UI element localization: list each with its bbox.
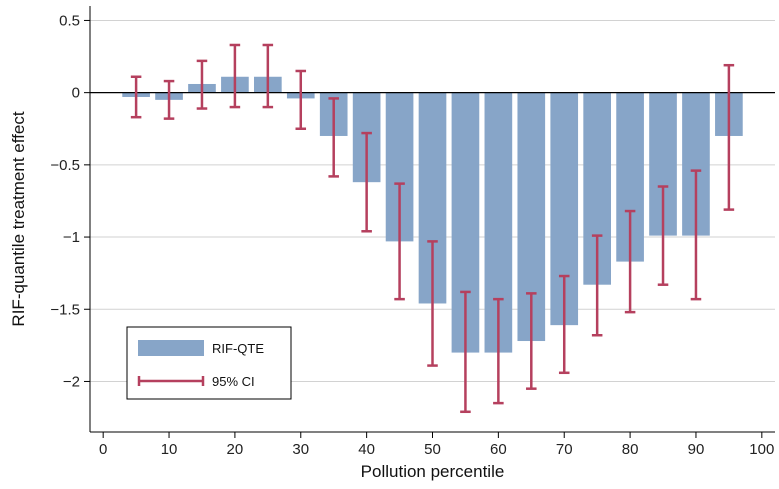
y-tick-label: −1 [63, 229, 80, 246]
x-tick-label: 10 [161, 441, 178, 458]
x-tick-label: 90 [688, 441, 705, 458]
x-tick-label: 60 [490, 441, 507, 458]
legend-box [126, 326, 292, 400]
y-tick-label: −2 [63, 373, 80, 390]
legend: RIF-QTE 95% CI [126, 326, 292, 400]
x-tick-label: 50 [424, 441, 441, 458]
y-tick-label: −0.5 [50, 157, 80, 174]
y-tick-label: 0.5 [59, 12, 80, 29]
x-tick-label: 100 [749, 441, 774, 458]
y-axis-title: RIF-quantile treatment effect [9, 111, 28, 326]
y-tick-label: −1.5 [50, 301, 80, 318]
legend-bar-swatch [138, 340, 204, 356]
x-tick-label: 80 [622, 441, 639, 458]
x-tick-label: 0 [99, 441, 107, 458]
axes: 0.5 0 −0.5 −1 −1.5 −2 0 10 20 30 40 50 60 70 80 90 100 [50, 6, 775, 458]
legend-bar-label: RIF-QTE [212, 341, 264, 356]
x-tick-label: 70 [556, 441, 573, 458]
y-tick-label: 0 [72, 85, 80, 102]
x-tick-label: 20 [227, 441, 244, 458]
x-axis-title: Pollution percentile [361, 462, 505, 481]
confidence-intervals [130, 43, 735, 414]
legend-ci-label: 95% CI [212, 374, 255, 389]
x-tick-label: 30 [292, 441, 309, 458]
x-tick-label: 40 [358, 441, 375, 458]
